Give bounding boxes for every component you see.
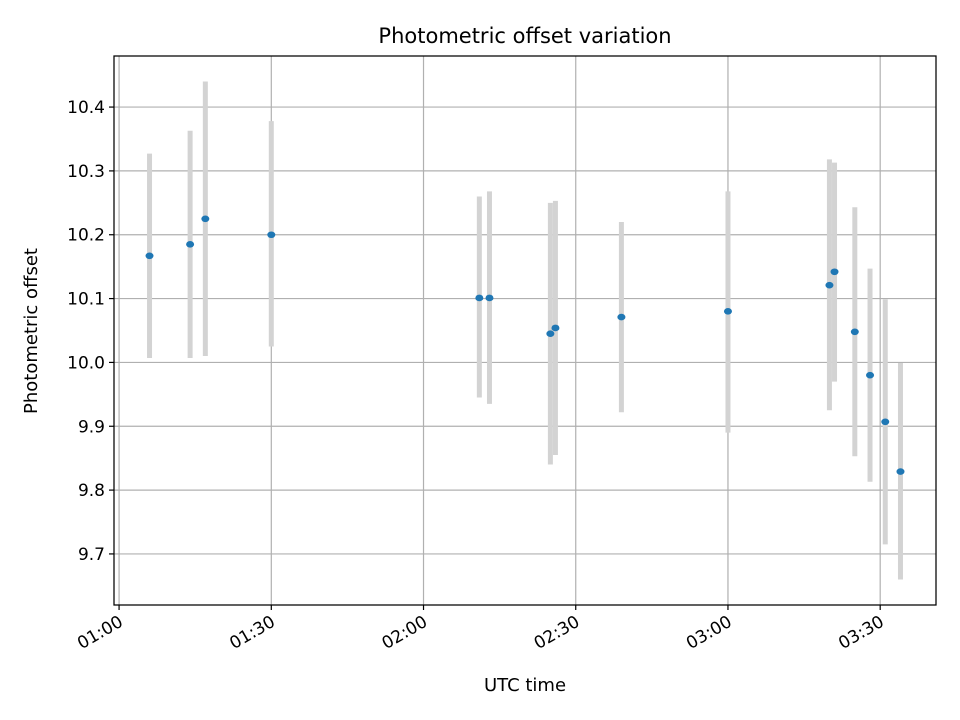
y-tick-label: 10.0 xyxy=(67,353,105,373)
y-tick-label: 9.9 xyxy=(78,417,105,437)
data-point xyxy=(267,231,276,239)
data-point xyxy=(896,468,905,475)
y-tick-label: 10.2 xyxy=(67,226,105,246)
y-tick-label: 10.1 xyxy=(67,290,105,310)
x-axis-ticks: 01:00 01:30 02:00 02:30 03:00 03:30 xyxy=(74,605,888,654)
y-axis-ticks: 9.7 9.8 9.9 10.0 10.1 10.2 10.3 10.4 xyxy=(67,98,114,565)
x-tick-label: 01:30 xyxy=(226,612,278,654)
data-point xyxy=(546,330,555,337)
data-point xyxy=(866,371,875,379)
y-axis-label: Photometric offset xyxy=(21,248,42,414)
data-point xyxy=(850,328,859,336)
data-point xyxy=(475,294,484,302)
data-markers xyxy=(145,215,905,475)
y-tick-label: 9.8 xyxy=(78,481,105,501)
grid xyxy=(114,56,936,605)
chart-title: Photometric offset variation xyxy=(378,24,671,48)
data-point xyxy=(825,281,834,289)
x-tick-label: 01:00 xyxy=(74,612,126,654)
plot-frame xyxy=(113,55,937,606)
x-axis-label: UTC time xyxy=(484,675,566,696)
x-tick-label: 02:30 xyxy=(531,612,583,654)
data-point xyxy=(551,324,560,332)
x-tick-label: 02:00 xyxy=(379,612,431,654)
data-point xyxy=(881,418,890,426)
x-tick-label: 03:30 xyxy=(835,612,887,654)
y-tick-label: 10.4 xyxy=(67,98,105,118)
data-point xyxy=(201,215,210,223)
data-point xyxy=(186,241,195,248)
data-point xyxy=(830,268,839,276)
error-bars xyxy=(147,81,903,580)
x-tick-label: 03:00 xyxy=(683,612,735,654)
y-tick-label: 9.7 xyxy=(78,545,105,565)
data-point xyxy=(617,313,626,321)
data-point xyxy=(723,308,732,315)
y-tick-label: 10.3 xyxy=(67,162,105,182)
data-point xyxy=(145,252,154,260)
data-point xyxy=(485,294,494,302)
